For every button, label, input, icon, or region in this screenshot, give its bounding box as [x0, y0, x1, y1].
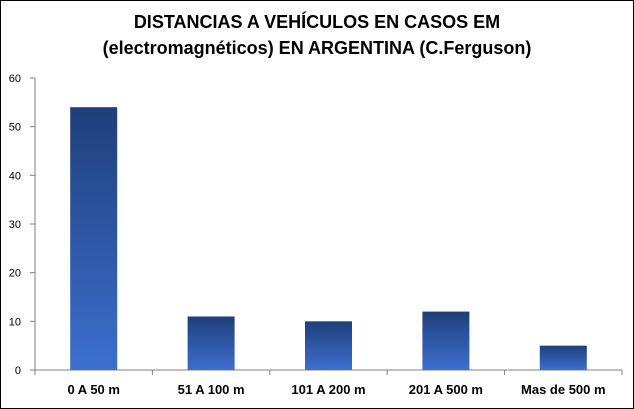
y-tick-label: 50	[9, 122, 21, 134]
y-tick-label: 20	[9, 268, 21, 280]
y-tick-label: 40	[9, 170, 21, 182]
chart-title-line-1: DISTANCIAS A VEHÍCULOS EN CASOS EM	[133, 12, 501, 32]
x-tick-label: 101 A 200 m	[291, 382, 365, 397]
bar	[187, 316, 235, 370]
x-tick-label: 51 A 100 m	[178, 382, 245, 397]
bar	[422, 311, 470, 370]
x-tick-label: 0 A 50 m	[67, 382, 120, 397]
y-tick-label: 30	[9, 219, 21, 231]
bar	[70, 107, 118, 370]
x-tick-label: 201 A 500 m	[409, 382, 483, 397]
y-tick-label: 0	[15, 365, 21, 377]
bar	[305, 321, 352, 370]
y-tick-label: 10	[9, 316, 21, 328]
x-tick-label: Mas de 500 m	[521, 382, 606, 397]
y-tick-label: 60	[9, 73, 21, 85]
bar	[539, 345, 587, 370]
chart-title-line-2: (electromagnéticos) EN ARGENTINA (C.Ferg…	[102, 38, 532, 58]
